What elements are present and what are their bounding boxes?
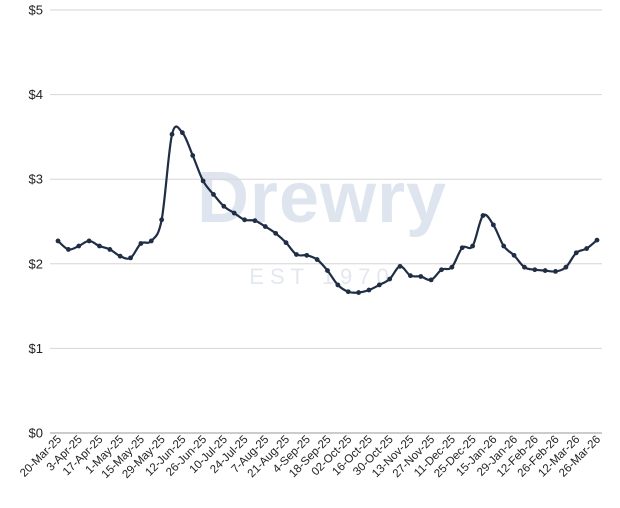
data-point: [169, 131, 175, 137]
y-tick-label: $2: [29, 256, 43, 271]
data-point: [408, 273, 413, 279]
data-point: [252, 218, 258, 224]
data-point: [563, 264, 569, 270]
data-point: [159, 217, 165, 223]
data-point: [304, 252, 310, 258]
data-point: [65, 247, 71, 252]
data-point: [138, 241, 144, 246]
y-tick-label: $0: [29, 426, 43, 441]
data-point: [117, 253, 123, 259]
data-point: [200, 178, 206, 184]
data-point: [376, 282, 382, 288]
watermark-brand: Drewry: [197, 158, 447, 238]
data-point: [532, 267, 538, 273]
data-point: [107, 247, 113, 252]
data-point: [55, 238, 61, 244]
data-point: [573, 250, 579, 256]
y-tick-label: $1: [29, 341, 43, 356]
data-point: [553, 269, 558, 274]
series-layer: [55, 125, 600, 295]
data-point: [356, 290, 361, 295]
data-point: [221, 203, 227, 209]
data-point: [231, 210, 237, 216]
y-axis-ticks: $0 $1 $2 $3 $4 $5: [29, 3, 43, 441]
y-tick-label: $3: [29, 172, 43, 187]
data-point: [418, 274, 424, 279]
data-point: [262, 224, 268, 229]
data-point: [325, 268, 330, 273]
data-point: [470, 243, 476, 249]
data-point: [511, 252, 517, 258]
data-point: [459, 245, 465, 251]
y-tick-label: $5: [29, 3, 43, 18]
data-point: [501, 243, 507, 249]
data-point: [273, 230, 279, 236]
data-point: [542, 268, 548, 273]
data-point: [314, 257, 320, 262]
data-point: [294, 252, 299, 257]
data-point: [428, 277, 434, 283]
data-point: [76, 243, 82, 249]
data-point: [242, 217, 247, 223]
data-point: [449, 264, 455, 270]
data-point: [387, 276, 393, 282]
data-point: [86, 238, 92, 244]
data-point: [179, 130, 185, 136]
data-point: [480, 213, 486, 218]
data-point: [97, 243, 102, 249]
data-point: [490, 222, 496, 228]
x-axis-ticks: 20-Mar-253-Apr-2517-Apr-251-May-2515-May…: [18, 434, 603, 481]
data-point: [439, 267, 444, 273]
data-point: [148, 238, 154, 244]
data-point: [522, 264, 527, 270]
data-point: [366, 287, 372, 293]
watermark-established: EST 1970: [249, 264, 394, 289]
data-point: [594, 237, 600, 243]
watermark: Drewry EST 1970: [197, 158, 447, 289]
data-point: [128, 255, 133, 261]
data-point: [211, 192, 216, 197]
data-point: [584, 246, 590, 251]
y-tick-label: $4: [29, 87, 43, 102]
grid-lines: [50, 9, 602, 434]
data-point: [283, 240, 289, 246]
data-point: [345, 289, 351, 295]
data-point: [190, 153, 196, 158]
data-point: [397, 263, 403, 269]
data-point: [335, 282, 341, 288]
